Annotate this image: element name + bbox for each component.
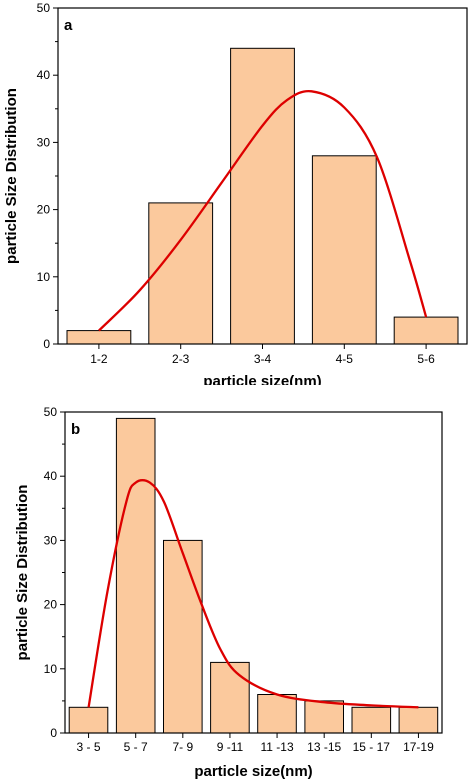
chart-b-bar	[68, 706, 109, 734]
chart-b-bar	[210, 661, 250, 734]
chart-b-panel-label: b	[71, 421, 80, 438]
chart-b-y-axis-title: particle Size Distribution	[14, 485, 31, 661]
chart-a-fit-curve	[98, 89, 428, 332]
chart-b-bar	[115, 417, 156, 734]
chart-b-x-tick-label: 5 - 7	[124, 740, 148, 754]
chart-b-x-tick-label: 15 - 17	[353, 740, 391, 754]
chart-a: 0 10 20 30 40 50 1-2 2-3 3-4 4-5 5-6 a particle size…	[3, 1, 468, 385]
chart-a-bar	[393, 316, 459, 345]
chart-a-x-tick-label: 5-6	[417, 352, 435, 366]
chart-a-x-tick-label: 3-4	[254, 352, 272, 366]
chart-b-y-tick-label: 10	[44, 662, 58, 676]
chart-a-y-axis-title: particle Size Distribution	[3, 88, 20, 264]
chart-b-y-tick-label: 40	[44, 469, 58, 483]
chart-b-x-tick-label: 9 -11	[217, 740, 244, 754]
chart-a-x-axis-title: particle size(nm)	[203, 373, 321, 385]
chart-b: 0 10 20 30 40 50 3 - 5 5 - 7 7- 9 9 -11 11 -13 13 -…	[14, 405, 443, 779]
chart-a-bar	[148, 202, 214, 345]
chart-a-x-tick-label: 4-5	[336, 352, 354, 366]
chart-b-y-tick-label: 30	[44, 533, 58, 547]
chart-b-bar	[398, 706, 439, 734]
chart-b-bar	[163, 539, 203, 734]
chart-a-bar	[311, 155, 377, 345]
chart-b-fit-curve	[87, 479, 419, 709]
chart-a-y-tick-label: 30	[37, 135, 51, 149]
chart-a-bar	[66, 330, 132, 345]
chart-b-x-tick-label: 3 - 5	[77, 740, 101, 754]
chart-a-panel-label: a	[64, 17, 73, 34]
chart-b-x-tick-label: 13 -15	[307, 740, 341, 754]
chart-b-bar	[257, 694, 297, 734]
chart-a-y-tick-label: 10	[37, 270, 51, 284]
chart-a-bar	[230, 47, 295, 345]
chart-b-bar	[351, 706, 392, 734]
chart-a-x-tick-label: 2-3	[172, 352, 190, 366]
chart-b-x-tick-label: 17-19	[403, 740, 434, 754]
chart-b-y-tick-label: 0	[50, 726, 57, 740]
chart-b-x-axis-title: particle size(nm)	[194, 763, 312, 779]
chart-b-x-tick-label: 11 -13	[260, 740, 293, 754]
chart-a-y-tick-label: 20	[37, 203, 51, 217]
chart-a-x-tick-label: 1-2	[90, 352, 108, 366]
chart-a-y-tick-label: 40	[37, 68, 51, 82]
chart-b-y-tick-label: 20	[44, 598, 58, 612]
chart-b-y-tick-label: 50	[44, 405, 58, 419]
chart-b-bar	[304, 700, 344, 734]
chart-b-x-tick-label: 7- 9	[172, 740, 193, 754]
chart-a-y-tick-label: 50	[37, 1, 51, 15]
chart-a-y-tick-label: 0	[43, 337, 50, 351]
